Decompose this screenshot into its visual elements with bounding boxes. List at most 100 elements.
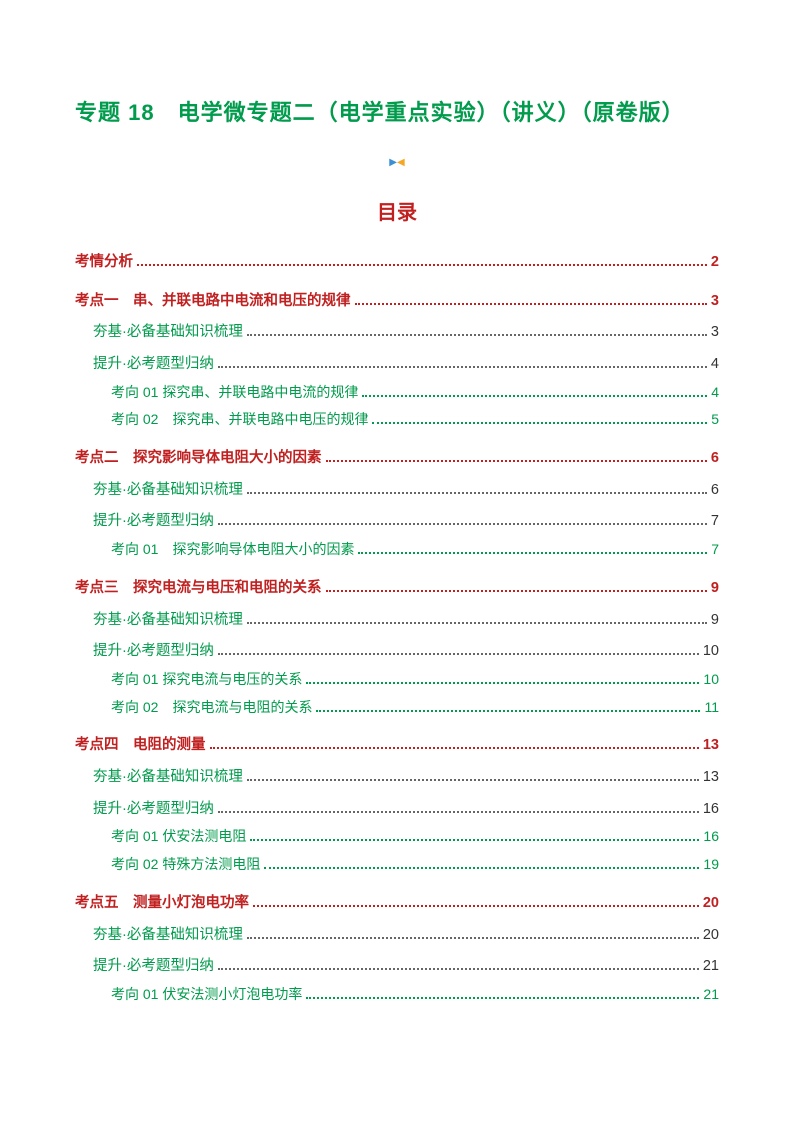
toc-dots	[250, 839, 699, 841]
toc-entry-text: 考向 01 伏安法测小灯泡电功率	[111, 983, 302, 1007]
toc-entry[interactable]: 考点五 测量小灯泡电功率 20	[75, 891, 719, 916]
toc-entry-text: 考点一 串、并联电路中电流和电压的规律	[75, 289, 351, 314]
toc-entry[interactable]: 考点四 电阻的测量 13	[75, 733, 719, 758]
toc-dots	[316, 710, 700, 712]
toc-entry-page: 16	[703, 797, 719, 822]
toc-entry-page: 21	[703, 983, 719, 1007]
toc-entry[interactable]: 考向 01 探究电流与电压的关系 10	[75, 668, 719, 692]
toc-entry[interactable]: 夯基·必备基础知识梳理 3	[75, 320, 719, 345]
toc-entry-page: 9	[711, 608, 719, 633]
toc-dots	[218, 523, 707, 525]
toc-entry[interactable]: 夯基·必备基础知识梳理 13	[75, 765, 719, 790]
toc-entry-page: 4	[711, 352, 719, 377]
toc-dots	[306, 997, 699, 999]
toc-entry-page: 3	[711, 320, 719, 345]
toc-entry-text: 考向 02 探究电流与电阻的关系	[111, 696, 312, 720]
toc-entry[interactable]: 夯基·必备基础知识梳理 9	[75, 608, 719, 633]
toc-entry[interactable]: 考点三 探究电流与电压和电阻的关系 9	[75, 576, 719, 601]
toc-entry-page: 16	[703, 825, 719, 849]
toc-entry-text: 考向 01 探究影响导体电阻大小的因素	[111, 538, 354, 562]
toc-entry-text: 提升·必考题型归纳	[93, 352, 214, 377]
toc-entry[interactable]: 提升·必考题型归纳 16	[75, 797, 719, 822]
toc-dots	[218, 653, 699, 655]
toc-entry[interactable]: 考向 01 伏安法测电阻 16	[75, 825, 719, 849]
divider-left-icon: ▶	[389, 157, 397, 168]
toc-entry[interactable]: 考向 01 探究串、并联电路中电流的规律 4	[75, 381, 719, 405]
toc-entry-page: 2	[711, 250, 719, 275]
toc-dots	[362, 395, 707, 397]
toc-entry-page: 10	[703, 639, 719, 664]
toc-entry-page: 9	[711, 576, 719, 601]
toc-dots	[358, 552, 707, 554]
toc-dots	[247, 622, 707, 624]
toc-entry-page: 10	[703, 668, 719, 692]
toc-entry-page: 3	[711, 289, 719, 314]
toc-dots	[247, 937, 699, 939]
toc-entry-text: 考向 02 探究串、并联电路中电压的规律	[111, 408, 368, 432]
toc-entry-page: 20	[703, 891, 719, 916]
toc-entry-page: 6	[711, 446, 719, 471]
toc-dots	[264, 867, 699, 869]
toc-entry[interactable]: 考点二 探究影响导体电阻大小的因素 6	[75, 446, 719, 471]
toc-entry-text: 考向 02 特殊方法测电阻	[111, 853, 260, 877]
toc-entry-text: 提升·必考题型归纳	[93, 797, 214, 822]
toc-dots	[253, 905, 699, 907]
toc-entry[interactable]: 考向 01 伏安法测小灯泡电功率 21	[75, 983, 719, 1007]
toc-entry-page: 11	[704, 696, 719, 720]
toc-dots	[137, 264, 707, 266]
toc-entry[interactable]: 夯基·必备基础知识梳理 6	[75, 478, 719, 503]
toc-entry-text: 提升·必考题型归纳	[93, 639, 214, 664]
toc-entry[interactable]: 夯基·必备基础知识梳理20	[75, 923, 719, 948]
toc-dots	[218, 366, 707, 368]
toc-entry-text: 提升·必考题型归纳	[93, 954, 214, 979]
toc-entry-page: 13	[703, 765, 719, 790]
toc-entry[interactable]: 考向 02 特殊方法测电阻 19	[75, 853, 719, 877]
toc-heading: 目录	[75, 196, 719, 225]
toc-entry-text: 夯基·必备基础知识梳理	[93, 765, 243, 790]
page-title: 专题 18 电学微专题二（电学重点实验）（讲义）（原卷版）	[75, 95, 719, 127]
toc-entry-page: 5	[711, 408, 719, 432]
title-divider: ▶◀	[75, 157, 719, 168]
divider-right-icon: ◀	[397, 157, 405, 168]
toc-entry-text: 考向 01 探究串、并联电路中电流的规律	[111, 381, 358, 405]
toc-entry-text: 考点四 电阻的测量	[75, 733, 206, 758]
toc-dots	[355, 303, 707, 305]
toc-entry[interactable]: 考情分析 2	[75, 250, 719, 275]
toc-dots	[210, 747, 699, 749]
toc-entry-page: 19	[703, 853, 719, 877]
toc-entry[interactable]: 提升·必考题型归纳 4	[75, 352, 719, 377]
toc-entry-page: 21	[703, 954, 719, 979]
toc-entry-text: 考向 01 伏安法测电阻	[111, 825, 246, 849]
toc-entry[interactable]: 考向 01 探究影响导体电阻大小的因素 7	[75, 538, 719, 562]
toc-dots	[326, 590, 707, 592]
toc-entry-text: 夯基·必备基础知识梳理	[93, 923, 243, 948]
toc-entry[interactable]: 考点一 串、并联电路中电流和电压的规律 3	[75, 289, 719, 314]
toc-entry-text: 考点三 探究电流与电压和电阻的关系	[75, 576, 322, 601]
toc-dots	[247, 779, 699, 781]
toc-entry[interactable]: 提升·必考题型归纳 10	[75, 639, 719, 664]
toc-entry-text: 提升·必考题型归纳	[93, 509, 214, 534]
toc-entry-text: 考情分析	[75, 250, 133, 275]
toc-entry-page: 6	[711, 478, 719, 503]
toc-dots	[372, 422, 707, 424]
toc-entry-page: 4	[711, 381, 719, 405]
toc-entry-text: 考向 01 探究电流与电压的关系	[111, 668, 302, 692]
toc-entry-page: 7	[711, 538, 719, 562]
toc-entry-text: 考点五 测量小灯泡电功率	[75, 891, 249, 916]
toc-dots	[218, 811, 699, 813]
toc-dots	[218, 968, 699, 970]
toc-dots	[306, 682, 699, 684]
toc-entry-text: 夯基·必备基础知识梳理	[93, 478, 243, 503]
toc-entry[interactable]: 提升·必考题型归纳 7	[75, 509, 719, 534]
toc-entry-text: 夯基·必备基础知识梳理	[93, 320, 243, 345]
toc-entry[interactable]: 提升·必考题型归纳 21	[75, 954, 719, 979]
toc-entry-page: 7	[711, 509, 719, 534]
toc-entry-text: 考点二 探究影响导体电阻大小的因素	[75, 446, 322, 471]
toc-dots	[326, 460, 707, 462]
toc-entry[interactable]: 考向 02 探究串、并联电路中电压的规律 5	[75, 408, 719, 432]
toc-entry[interactable]: 考向 02 探究电流与电阻的关系 11	[75, 696, 719, 720]
toc-container: 考情分析 2 考点一 串、并联电路中电流和电压的规律 3 夯基·必备基础知识梳理 3 提升·…	[75, 250, 719, 1007]
toc-entry-text: 夯基·必备基础知识梳理	[93, 608, 243, 633]
toc-entry-page: 13	[703, 733, 719, 758]
toc-dots	[247, 492, 707, 494]
